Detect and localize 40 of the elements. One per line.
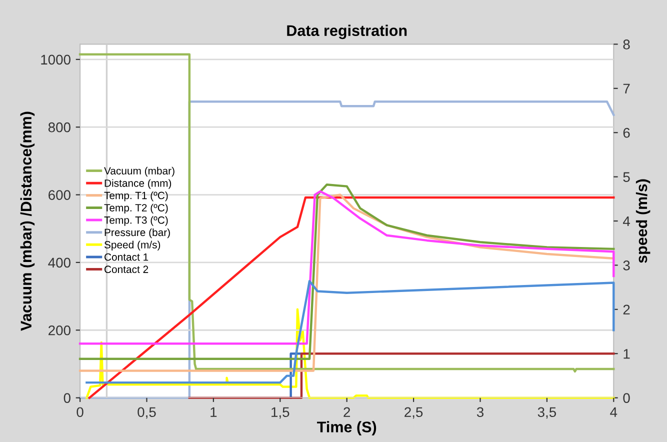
x-tick-label: 0,5: [138, 407, 156, 419]
x-tick-label: 3,5: [538, 407, 556, 419]
legend-label: Speed (m/s): [104, 240, 160, 250]
x-tick-label: 1,5: [272, 407, 290, 419]
y2-tick-label: 3: [623, 260, 630, 270]
y-tick-label: 800: [48, 122, 70, 132]
y-tick-label: 600: [48, 190, 70, 200]
line-series: [86, 308, 615, 399]
y2-tick-label: 6: [623, 128, 630, 138]
line-series: [86, 280, 615, 384]
y2-tick-label: 1: [624, 349, 630, 359]
y-tick-label: 400: [48, 258, 70, 268]
legend-label: Pressure (bar): [104, 228, 170, 238]
legend-label: Temp. T1 (ºC): [104, 192, 168, 202]
chart-title: Data registration: [287, 24, 407, 40]
y-tick-label: 200: [48, 325, 70, 336]
legend-label: Temp. T2 (ºC): [104, 204, 168, 214]
y2-tick-label: 8: [623, 40, 630, 50]
y-tick-label: 0: [64, 393, 70, 403]
legend-label: Vacuum (mbar): [104, 166, 174, 177]
y2-tick-label: 7: [623, 84, 630, 94]
x-tick-label: 3: [476, 407, 484, 418]
x-tick-label: 2: [344, 407, 350, 417]
y-axis-title: Vacuum (mbar) /Distance(mm): [20, 112, 35, 331]
y2-axis-title: speed (m/s): [636, 179, 650, 263]
x-tick-label: 2,5: [404, 407, 423, 419]
y-tick-label: 1000: [41, 54, 70, 65]
legend-label: Contact 2: [104, 266, 148, 274]
y2-tick-label: 0: [623, 393, 630, 403]
y2-tick-label: 2: [623, 304, 630, 314]
legend-label: Contact 1: [104, 253, 148, 261]
x-tick-label: 0: [76, 407, 84, 418]
y2-tick-label: 4: [622, 216, 630, 226]
line-series: [78, 53, 615, 373]
y2-tick-label: 5: [623, 172, 630, 182]
x-tick-label: 4: [610, 407, 618, 417]
legend-label: Temp. T3 (ºC): [104, 216, 168, 226]
legend-label: Distance (mm): [104, 179, 172, 189]
x-axis-title: Time (S): [317, 421, 376, 436]
x-tick-label: 1: [210, 407, 217, 417]
